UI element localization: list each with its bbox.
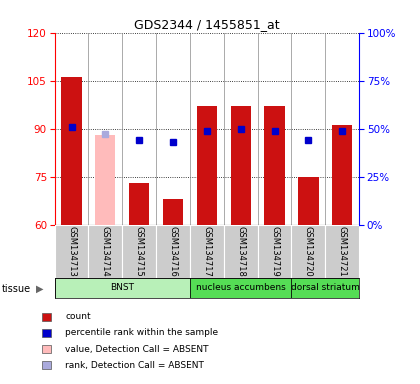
Bar — [156, 225, 190, 278]
Bar — [190, 278, 291, 298]
Text: ▶: ▶ — [36, 284, 43, 294]
Bar — [163, 199, 183, 225]
Text: dorsal striatum: dorsal striatum — [291, 283, 360, 293]
Bar — [122, 225, 156, 278]
Text: rank, Detection Call = ABSENT: rank, Detection Call = ABSENT — [65, 361, 204, 370]
Text: nucleus accumbens: nucleus accumbens — [196, 283, 286, 293]
Bar — [264, 106, 285, 225]
Bar — [197, 106, 217, 225]
Bar — [61, 78, 81, 225]
Bar — [332, 126, 352, 225]
Title: GDS2344 / 1455851_at: GDS2344 / 1455851_at — [134, 18, 280, 31]
Bar — [55, 225, 89, 278]
Bar — [224, 225, 257, 278]
Bar — [231, 106, 251, 225]
Text: tissue: tissue — [2, 284, 31, 294]
Text: GSM134721: GSM134721 — [338, 226, 346, 277]
Text: value, Detection Call = ABSENT: value, Detection Call = ABSENT — [65, 344, 209, 354]
Text: GSM134717: GSM134717 — [202, 226, 211, 277]
Bar — [291, 225, 325, 278]
Text: percentile rank within the sample: percentile rank within the sample — [65, 328, 218, 338]
Bar — [325, 225, 359, 278]
Bar — [55, 278, 190, 298]
Text: GSM134719: GSM134719 — [270, 226, 279, 277]
Text: GSM134718: GSM134718 — [236, 226, 245, 277]
Bar — [89, 225, 122, 278]
Bar — [95, 135, 116, 225]
Bar — [298, 177, 318, 225]
Bar — [291, 278, 359, 298]
Bar — [257, 225, 291, 278]
Text: BNST: BNST — [110, 283, 134, 293]
Text: GSM134720: GSM134720 — [304, 226, 313, 277]
Bar — [190, 225, 224, 278]
Bar — [129, 183, 150, 225]
Text: GSM134714: GSM134714 — [101, 226, 110, 277]
Text: count: count — [65, 312, 91, 321]
Text: GSM134713: GSM134713 — [67, 226, 76, 277]
Text: GSM134715: GSM134715 — [135, 226, 144, 277]
Text: GSM134716: GSM134716 — [168, 226, 178, 277]
